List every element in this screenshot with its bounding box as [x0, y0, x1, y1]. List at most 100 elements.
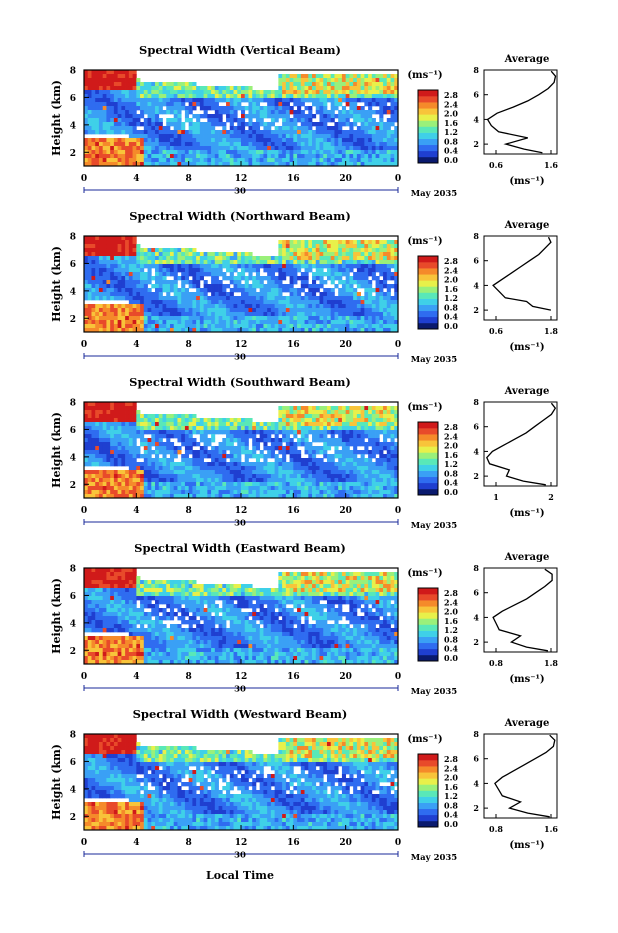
heatmap-cell	[267, 264, 271, 268]
heatmap-cell	[364, 300, 368, 304]
heatmap-cell	[103, 320, 107, 324]
heatmap-cell	[234, 308, 238, 312]
heatmap-cell	[364, 244, 368, 248]
heatmap-cell	[301, 154, 305, 158]
heatmap-cell	[204, 154, 208, 158]
heatmap-cell	[91, 470, 95, 474]
heatmap-cell	[248, 312, 252, 316]
heatmap-cell	[148, 98, 152, 102]
heatmap-cell	[383, 106, 387, 110]
heatmap-cell	[129, 438, 133, 442]
heatmap-cell	[308, 462, 312, 466]
heatmap-cell	[353, 98, 357, 102]
heatmap-cell	[121, 118, 125, 122]
heatmap-cell	[189, 490, 193, 494]
heatmap-cell	[129, 482, 133, 486]
heatmap-cell	[95, 138, 99, 142]
heatmap-cell	[312, 122, 316, 126]
heatmap-cell	[267, 272, 271, 276]
heatmap-cell	[204, 438, 208, 442]
heatmap-cell	[151, 90, 155, 94]
heatmap-cell	[230, 256, 234, 260]
heatmap-cell	[327, 154, 331, 158]
heatmap-cell	[260, 482, 264, 486]
heatmap-cell	[136, 486, 140, 490]
heatmap-cell	[391, 94, 395, 98]
heatmap-cell	[144, 478, 148, 482]
heatmap-cell	[99, 458, 103, 462]
heatmap-cell	[196, 268, 200, 272]
heatmap-cell	[278, 82, 282, 86]
heatmap-cell	[88, 474, 92, 478]
heatmap-cell	[144, 122, 148, 126]
heatmap-cell	[260, 90, 264, 94]
heatmap-cell	[275, 296, 279, 300]
heatmap-cell	[88, 304, 92, 308]
heatmap-cell	[316, 260, 320, 264]
heatmap-cell	[248, 154, 252, 158]
heatmap-cell	[323, 486, 327, 490]
heatmap-cell	[159, 98, 163, 102]
heatmap-cell	[219, 482, 223, 486]
heatmap-cell	[121, 70, 125, 74]
heatmap-cell	[110, 430, 114, 434]
heatmap-cell	[353, 256, 357, 260]
heatmap-cell	[256, 490, 260, 494]
heatmap-cell	[260, 138, 264, 142]
heatmap-cell	[110, 312, 114, 316]
heatmap-cell	[290, 450, 294, 454]
heatmap-cell	[252, 474, 256, 478]
heatmap-cell	[99, 130, 103, 134]
heatmap-cell	[181, 284, 185, 288]
heatmap-cell	[226, 454, 230, 458]
heatmap-cell	[140, 134, 144, 138]
heatmap-cell	[219, 320, 223, 324]
heatmap-cell	[200, 478, 204, 482]
heatmap-cell	[383, 292, 387, 296]
heatmap-cell	[151, 430, 155, 434]
heatmap-cell	[305, 90, 309, 94]
heatmap-cell	[215, 474, 219, 478]
heatmap-cell	[327, 130, 331, 134]
heatmap-cell	[237, 446, 241, 450]
heatmap-cell	[215, 122, 219, 126]
heatmap-cell	[95, 454, 99, 458]
heatmap-cell	[271, 154, 275, 158]
heatmap-cell	[334, 324, 338, 328]
heatmap-cell	[331, 272, 335, 276]
heatmap-cell	[275, 308, 279, 312]
heatmap-cell	[91, 90, 95, 94]
heatmap-cell	[245, 260, 249, 264]
heatmap-cell	[282, 134, 286, 138]
heatmap-cell	[364, 324, 368, 328]
heatmap-cell	[159, 462, 163, 466]
heatmap-cell	[155, 276, 159, 280]
heatmap-cell	[286, 158, 290, 162]
heatmap-cell	[282, 478, 286, 482]
heatmap-cell	[349, 134, 353, 138]
heatmap-cell	[91, 264, 95, 268]
heatmap-cell	[226, 300, 230, 304]
heatmap-cell	[331, 138, 335, 142]
heatmap-cell	[331, 312, 335, 316]
heatmap-cell	[353, 312, 357, 316]
heatmap-cell	[316, 430, 320, 434]
heatmap-cell	[189, 280, 193, 284]
heatmap-cell	[346, 320, 350, 324]
heatmap-cell	[312, 146, 316, 150]
heatmap-cell	[103, 462, 107, 466]
heatmap-cell	[293, 450, 297, 454]
heatmap-cell	[230, 106, 234, 110]
heatmap-cell	[353, 158, 357, 162]
heatmap-cell	[211, 94, 215, 98]
heatmap-cell	[129, 130, 133, 134]
heatmap-cell	[200, 130, 204, 134]
heatmap-cell	[219, 118, 223, 122]
heatmap-cell	[275, 260, 279, 264]
heatmap-cell	[189, 470, 193, 474]
heatmap-cell	[305, 296, 309, 300]
heatmap-cell	[245, 308, 249, 312]
heatmap-cell	[189, 126, 193, 130]
heatmap-cell	[248, 454, 252, 458]
heatmap-cell	[331, 442, 335, 446]
